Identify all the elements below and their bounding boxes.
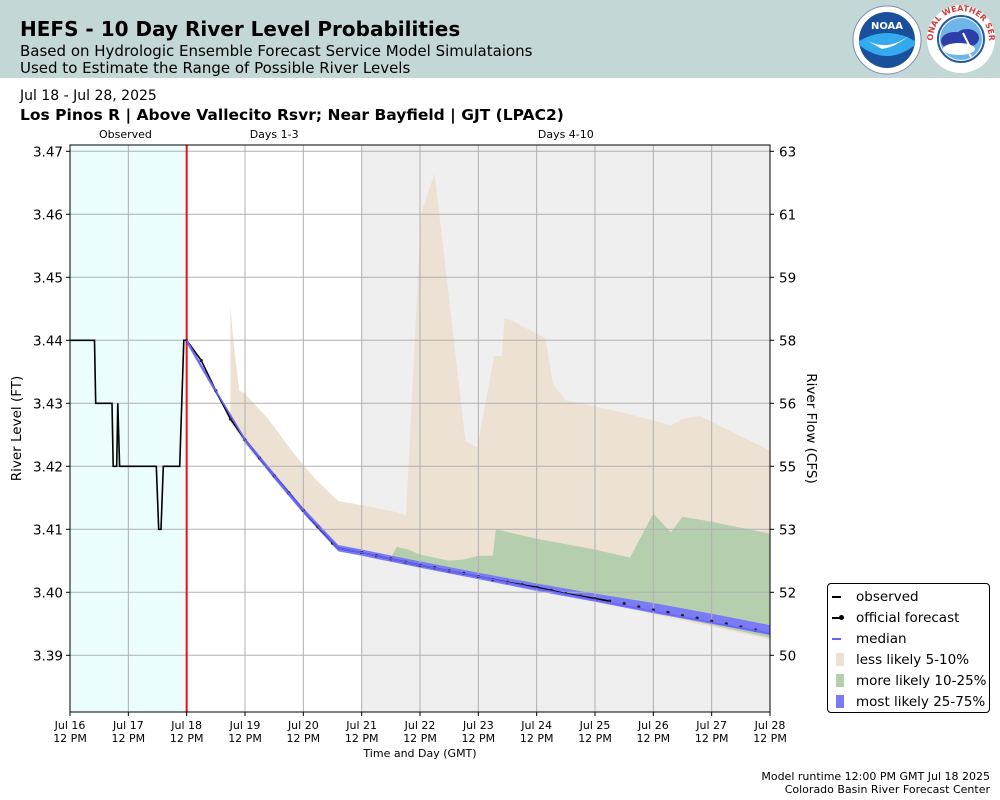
x-tick-label: Jul 16 bbox=[54, 719, 86, 732]
y-tick-label: 3.44 bbox=[33, 333, 63, 349]
series-median bbox=[186, 339, 771, 634]
x-tick-label: Jul 20 bbox=[287, 719, 319, 732]
x-tick-label: Jul 23 bbox=[462, 719, 494, 732]
y-axis-label: River Level (FT) bbox=[9, 376, 25, 482]
x-tick-label: 12 PM bbox=[578, 732, 612, 745]
y2-tick-label: 50 bbox=[779, 648, 796, 664]
band-more-likely bbox=[390, 513, 770, 638]
y-tick-label: 3.45 bbox=[33, 270, 63, 286]
x-tick-label: 12 PM bbox=[112, 732, 146, 745]
x-tick-label: Jul 25 bbox=[579, 719, 611, 732]
forecast-point bbox=[622, 602, 626, 606]
legend-swatch bbox=[832, 611, 850, 625]
x-tick-label: 12 PM bbox=[228, 732, 262, 745]
forecast-point bbox=[228, 417, 233, 421]
y-tick-label: 3.46 bbox=[33, 207, 63, 223]
page-subtitle: Based on Hydrologic Ensemble Forecast Se… bbox=[20, 43, 533, 77]
x-tick-label: 12 PM bbox=[520, 732, 554, 745]
footer: Model runtime 12:00 PM GMT Jul 18 2025 C… bbox=[761, 770, 990, 796]
x-tick-label: 12 PM bbox=[345, 732, 379, 745]
legend-item: median bbox=[832, 629, 987, 649]
x-tick-label: 12 PM bbox=[287, 732, 321, 745]
legend-label: official forecast bbox=[856, 610, 960, 626]
x-tick-label: 12 PM bbox=[637, 732, 671, 745]
legend-label: less likely 5-10% bbox=[856, 652, 970, 668]
legend-label: most likely 25-75% bbox=[856, 694, 986, 710]
forecast-point bbox=[199, 358, 203, 363]
nws-logo: NATIONAL WEATHER SERVICE bbox=[925, 3, 996, 73]
svg-text:NOAA: NOAA bbox=[871, 21, 903, 32]
series-observed bbox=[70, 339, 188, 531]
x-tick-label: Jul 22 bbox=[404, 719, 436, 732]
legend-swatch bbox=[832, 674, 850, 688]
y-tick-label: 3.39 bbox=[33, 648, 63, 664]
x-tick-label: 12 PM bbox=[403, 732, 437, 745]
x-tick-label: 12 PM bbox=[462, 732, 496, 745]
legend-item: observed bbox=[832, 587, 987, 607]
x-tick-label: Jul 26 bbox=[637, 719, 669, 732]
page-title: HEFS - 10 Day River Level Probabilities bbox=[20, 17, 461, 41]
legend-item: less likely 5-10% bbox=[832, 650, 987, 670]
legend-swatch bbox=[832, 590, 850, 604]
legend-item: most likely 25-75% bbox=[832, 692, 987, 712]
legend-label: observed bbox=[856, 589, 919, 605]
x-tick-label: Jul 28 bbox=[754, 719, 786, 732]
chart-legend: observed official forecast median less like… bbox=[827, 583, 990, 713]
legend-item: official forecast bbox=[832, 608, 987, 628]
period-label: Observed bbox=[99, 128, 152, 141]
subtitle-line-1: Based on Hydrologic Ensemble Forecast Se… bbox=[20, 42, 533, 60]
x-tick-label: 12 PM bbox=[53, 732, 87, 745]
date-range: Jul 18 - Jul 28, 2025 bbox=[20, 88, 157, 104]
y2-tick-label: 59 bbox=[779, 270, 796, 286]
period-label: Days 1-3 bbox=[250, 128, 299, 141]
y2-axis-label: River Flow (CFS) bbox=[803, 373, 819, 483]
legend-label: median bbox=[856, 631, 907, 647]
x-tick-label: Jul 19 bbox=[229, 719, 261, 732]
forecast-center: Colorado Basin River Forecast Center bbox=[784, 783, 990, 796]
model-runtime: Model runtime 12:00 PM GMT Jul 18 2025 bbox=[761, 770, 990, 783]
header-banner: HEFS - 10 Day River Level Probabilities … bbox=[0, 0, 1000, 78]
y2-tick-label: 53 bbox=[779, 522, 796, 538]
x-tick-label: 12 PM bbox=[170, 732, 204, 745]
legend-swatch bbox=[832, 632, 850, 646]
y2-tick-label: 55 bbox=[779, 459, 796, 475]
x-tick-label: Jul 27 bbox=[695, 719, 727, 732]
x-tick-label: Jul 17 bbox=[112, 719, 144, 732]
y-tick-label: 3.43 bbox=[33, 396, 63, 412]
noaa-logo: NOAA bbox=[852, 5, 922, 75]
y2-tick-label: 61 bbox=[779, 207, 796, 223]
x-tick-label: Jul 18 bbox=[170, 719, 202, 732]
y-tick-label: 3.41 bbox=[33, 522, 63, 538]
x-axis-label: Time and Day (GMT) bbox=[362, 747, 476, 760]
band-less-likely bbox=[230, 173, 770, 640]
period-label: Days 4-10 bbox=[538, 128, 594, 141]
y-tick-label: 3.42 bbox=[33, 459, 63, 475]
y-tick-label: 3.40 bbox=[33, 585, 63, 601]
y2-tick-label: 63 bbox=[779, 144, 796, 160]
station-name: Los Pinos R | Above Vallecito Rsvr; Near… bbox=[20, 106, 564, 124]
legend-item: more likely 10-25% bbox=[832, 671, 987, 691]
x-tick-label: 12 PM bbox=[695, 732, 729, 745]
legend-label: more likely 10-25% bbox=[856, 673, 987, 689]
chart-lines bbox=[70, 145, 771, 712]
legend-swatch bbox=[832, 695, 850, 709]
x-tick-label: Jul 21 bbox=[345, 719, 377, 732]
x-tick-label: 12 PM bbox=[753, 732, 787, 745]
y2-tick-label: 52 bbox=[779, 585, 796, 601]
y2-tick-label: 58 bbox=[779, 333, 796, 349]
legend-swatch bbox=[832, 653, 850, 667]
x-tick-label: Jul 24 bbox=[520, 719, 552, 732]
subtitle-line-2: Used to Estimate the Range of Possible R… bbox=[20, 59, 411, 77]
y2-tick-label: 56 bbox=[779, 396, 796, 412]
y-tick-label: 3.47 bbox=[33, 144, 63, 160]
